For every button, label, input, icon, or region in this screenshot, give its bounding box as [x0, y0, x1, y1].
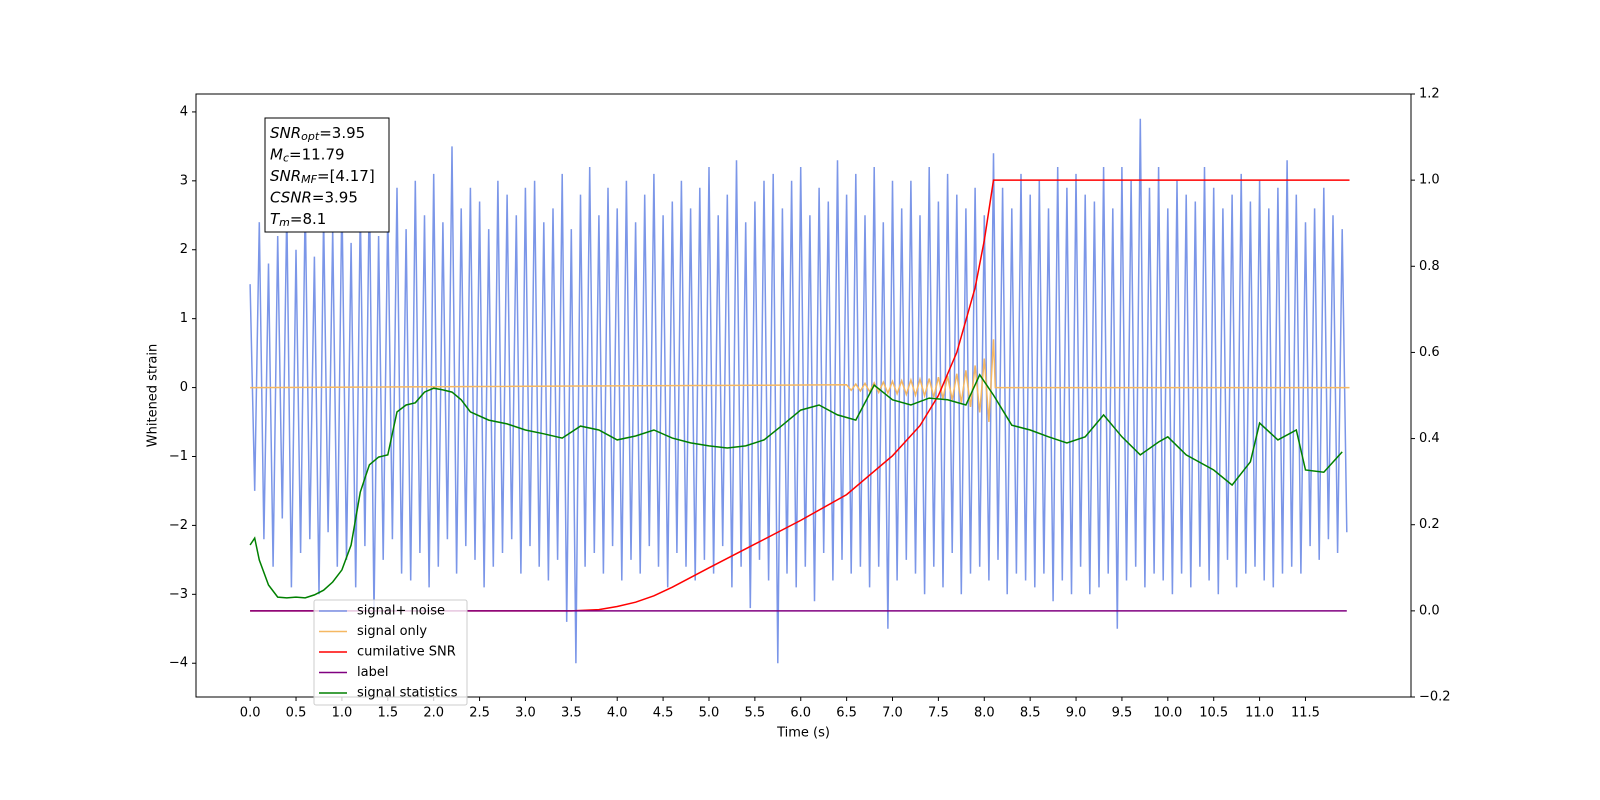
x-tick-label: 3.0	[515, 706, 536, 721]
x-tick-label: 4.0	[607, 706, 628, 721]
y-tick-label: 3	[180, 173, 188, 188]
annotation-symbol: M	[270, 145, 283, 163]
x-tick-label: 0.5	[286, 706, 307, 721]
x-tick-label: 10.5	[1199, 706, 1228, 721]
y-tick-label: 0	[180, 380, 188, 395]
annotation-subscript: opt	[301, 130, 320, 143]
annotation-subscript: MF	[301, 173, 317, 186]
x-tick-label: 7.5	[928, 706, 949, 721]
x-tick-label: 8.5	[1020, 706, 1041, 721]
y2-tick-label: −0.2	[1419, 690, 1451, 705]
x-tick-label: 10.0	[1153, 706, 1182, 721]
annotation-symbol: CSNR	[270, 188, 312, 206]
axes-frame	[195, 93, 1412, 698]
y2-tick-label: 0.0	[1419, 603, 1440, 618]
annotation-box	[264, 117, 390, 233]
y-tick-label: 2	[180, 242, 188, 257]
x-tick-label: 6.5	[836, 706, 857, 721]
y-tick-label: −1	[169, 449, 188, 464]
annotation-subscript: c	[283, 152, 289, 165]
annotation-symbol: SNR	[270, 167, 301, 185]
legend-label: label	[357, 665, 388, 680]
annotation-line: SNRMF=[4.17]	[270, 167, 375, 187]
x-tick-label: 6.0	[790, 706, 811, 721]
legend-box	[313, 599, 468, 706]
annotation-line: SNRopt=3.95	[270, 124, 365, 144]
x-tick-label: 9.5	[1112, 706, 1133, 721]
y2-tick-label: 0.6	[1419, 345, 1440, 360]
y-tick-label: −2	[169, 518, 188, 533]
x-tick-label: 5.0	[699, 706, 720, 721]
annotation-value: =3.95	[319, 124, 365, 142]
annotation-value: =8.1	[290, 210, 326, 228]
legend-label: signal only	[357, 624, 427, 639]
annotation-line: CSNR=3.95	[270, 188, 358, 206]
annotation-symbol: T	[270, 210, 281, 228]
y2-tick-label: 1.2	[1419, 87, 1440, 102]
y2-tick-label: 1.0	[1419, 173, 1440, 188]
annotation-symbol: SNR	[270, 124, 301, 142]
annotation-line: Mc=11.79	[270, 145, 345, 165]
series-line	[249, 118, 1348, 664]
annotation-value: =3.95	[312, 188, 358, 206]
annotation-line: Tm=8.1	[270, 210, 326, 230]
x-tick-label: 11.5	[1291, 706, 1320, 721]
annotation-subscript: m	[279, 216, 290, 229]
legend-label: cumilative SNR	[357, 645, 456, 660]
x-tick-label: 2.0	[423, 706, 444, 721]
legend-label: signal statistics	[357, 686, 458, 701]
y-axis-label: Whitened strain	[146, 344, 161, 447]
x-tick-label: 0.0	[240, 706, 261, 721]
y-tick-label: 4	[180, 104, 188, 119]
x-tick-label: 2.5	[469, 706, 490, 721]
x-tick-label: 5.5	[745, 706, 766, 721]
x-tick-label: 11.0	[1245, 706, 1274, 721]
x-tick-label: 3.5	[561, 706, 582, 721]
y-tick-label: 1	[180, 311, 188, 326]
x-tick-label: 4.5	[653, 706, 674, 721]
x-axis-label: Time (s)	[776, 726, 830, 741]
legend-label: signal+ noise	[357, 604, 445, 619]
x-tick-label: 1.0	[332, 706, 353, 721]
y2-tick-label: 0.2	[1419, 517, 1440, 532]
x-tick-label: 7.0	[882, 706, 903, 721]
series-line	[250, 179, 1350, 612]
series-line	[249, 373, 1343, 599]
x-tick-label: 1.5	[377, 706, 398, 721]
y-tick-label: −4	[169, 656, 188, 671]
y2-tick-label: 0.8	[1419, 259, 1440, 274]
annotation-value: =[4.17]	[317, 167, 375, 185]
series-line	[250, 339, 1350, 423]
x-tick-label: 9.0	[1066, 706, 1087, 721]
y-tick-label: −3	[169, 587, 188, 602]
annotation-value: =11.79	[289, 145, 345, 163]
x-tick-label: 8.0	[974, 706, 995, 721]
y2-tick-label: 0.4	[1419, 431, 1440, 446]
